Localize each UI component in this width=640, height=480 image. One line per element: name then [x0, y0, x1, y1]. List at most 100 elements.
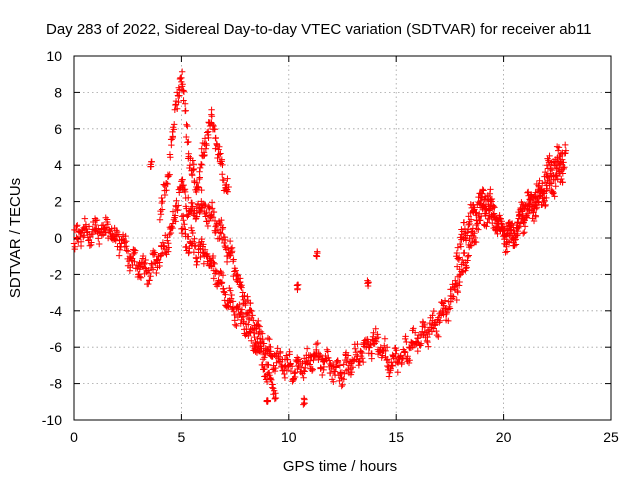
data-point-trace [255, 322, 262, 329]
data-point-trace [230, 308, 238, 315]
data-point-outlier [300, 401, 307, 408]
data-point-trace [558, 175, 565, 183]
data-point-trace [550, 176, 557, 183]
data-point-trace [263, 378, 271, 386]
data-point-trace [433, 327, 440, 335]
data-point-trace [473, 216, 481, 224]
data-point-trace [438, 298, 445, 306]
data-point-trace [205, 128, 212, 135]
data-point-trace [402, 349, 409, 356]
data-point-trace [257, 348, 265, 356]
data-point-trace [202, 202, 209, 209]
data-point-trace [132, 247, 139, 254]
data-point-trace [229, 298, 237, 305]
data-point-trace [248, 337, 255, 344]
data-point-trace [383, 343, 391, 351]
data-point-trace [360, 358, 367, 366]
data-point-trace [483, 223, 490, 230]
data-point-outlier [294, 281, 301, 289]
data-point-trace [561, 164, 568, 171]
data-point-trace [180, 217, 187, 224]
data-point-trace [226, 237, 234, 245]
data-point-trace [490, 210, 498, 217]
data-point-trace [399, 354, 407, 362]
data-point-trace [482, 210, 490, 217]
data-point-trace [181, 188, 189, 196]
data-point-trace [178, 229, 186, 237]
data-point-trace [487, 186, 494, 193]
data-point [178, 74, 185, 82]
data-point-trace [247, 299, 254, 307]
data-point-trace [541, 168, 549, 176]
data-point-trace [218, 216, 225, 224]
data-point-trace [220, 177, 227, 184]
y-tick-label: -6 [50, 339, 63, 355]
data-point-trace [211, 126, 219, 133]
data-point-trace [555, 144, 563, 151]
data-point-trace [550, 189, 557, 197]
data-point-trace [112, 237, 119, 244]
data-point-trace [115, 252, 123, 259]
data-point-trace [86, 242, 94, 249]
data-point-trace [111, 232, 119, 239]
data-point-trace [411, 329, 419, 336]
data-point-trace [524, 205, 531, 212]
data-point-outlier [264, 398, 271, 405]
y-tick-label: 10 [46, 48, 62, 64]
data-point-trace [121, 243, 129, 251]
data-point-trace [193, 255, 200, 262]
data-point-trace [515, 212, 523, 220]
data-point-trace [456, 278, 463, 286]
data-point-trace [168, 136, 175, 143]
data-point-trace [265, 361, 272, 369]
data-point-trace [174, 207, 181, 214]
data-point-trace [463, 229, 471, 236]
data-point-trace [369, 336, 376, 343]
data-point-trace [535, 182, 542, 189]
data-point [216, 229, 224, 236]
data-point-trace [245, 332, 252, 340]
data-point-trace [467, 216, 475, 223]
data-point-trace [176, 86, 183, 93]
data-point-trace [301, 368, 308, 375]
data-point-trace [490, 203, 497, 210]
data-point-trace [245, 321, 252, 328]
data-point-trace [541, 190, 548, 197]
data-point-trace [74, 236, 81, 243]
data-point-trace [203, 142, 210, 149]
data-point-trace [74, 222, 81, 229]
data-point-trace [467, 242, 475, 249]
data-point-trace [238, 313, 246, 321]
data-point-outlier [148, 158, 156, 165]
data-point-trace [150, 247, 157, 255]
data-point-trace [562, 141, 569, 149]
data-point-trace [187, 239, 194, 246]
data-point-trace [300, 367, 308, 375]
data-point-trace [214, 154, 221, 162]
data-point-trace [337, 374, 345, 381]
data-point-trace [104, 221, 112, 228]
data-point-trace [202, 213, 209, 220]
data-point-trace [81, 232, 88, 239]
data-point-trace [462, 265, 470, 272]
axis-ticks: 0 5 10 15 20 25 -10 -8 -6 -4 -2 0 2 4 6 8 10 [42, 48, 619, 445]
data-point [156, 216, 164, 223]
data-point-trace [392, 350, 399, 357]
x-tick-label: 15 [388, 429, 404, 445]
data-point-trace [367, 341, 374, 348]
data-point-trace [193, 209, 200, 217]
data-point [70, 240, 78, 247]
data-point-trace [423, 337, 431, 345]
data-point-trace [209, 205, 216, 212]
data-point-trace [203, 209, 210, 216]
y-tick-label: 4 [54, 157, 62, 173]
y-tick-label: 2 [54, 194, 62, 210]
data-point-trace [247, 329, 254, 336]
data-point-trace [372, 325, 379, 332]
data-point-trace [201, 246, 209, 253]
data-point-trace [196, 168, 203, 175]
data-point-outlier [364, 280, 371, 287]
data-point-trace [198, 161, 205, 169]
data-point-trace [543, 194, 550, 202]
